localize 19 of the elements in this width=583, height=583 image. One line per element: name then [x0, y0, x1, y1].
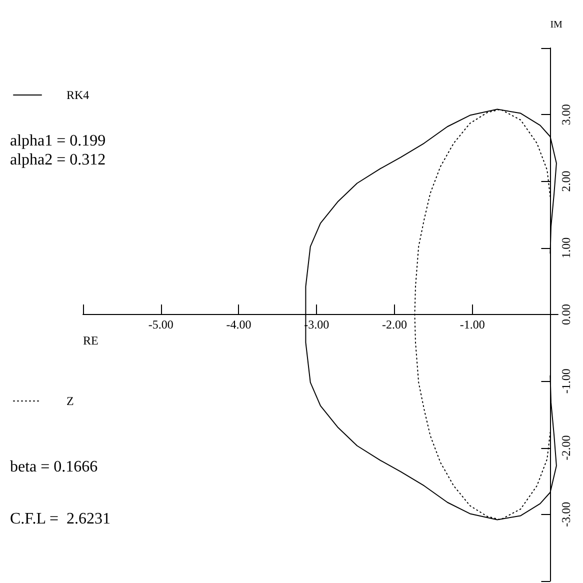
annotation: alpha2 = 0.312 — [10, 152, 106, 168]
x-tick-label: -1.00 — [460, 318, 485, 332]
y-tick-label: 3.00 — [559, 104, 574, 126]
annotation: beta = 0.1666 — [10, 458, 98, 476]
y-tick-label: -1.00 — [559, 368, 574, 394]
y-tick-label: -3.00 — [559, 502, 574, 527]
legend-label: RK4 — [66, 88, 90, 102]
x-tick-label: -2.00 — [382, 318, 407, 332]
y-tick-label: -2.00 — [559, 435, 574, 460]
x-tick-label: -5.00 — [148, 318, 174, 332]
x-tick-label: -4.00 — [226, 318, 252, 332]
y-tick-label: 2.00 — [559, 170, 574, 192]
annotation: alpha1 = 0.199 — [10, 132, 106, 150]
annotation: C.F.L = 2.6231 — [10, 510, 110, 528]
y-axis-title: IM — [550, 20, 563, 30]
x-axis-title: RE — [83, 334, 98, 348]
legend-label: Z — [66, 394, 74, 408]
y-tick-label: 1.00 — [559, 237, 574, 258]
y-tick-label: 0.00 — [559, 304, 574, 325]
